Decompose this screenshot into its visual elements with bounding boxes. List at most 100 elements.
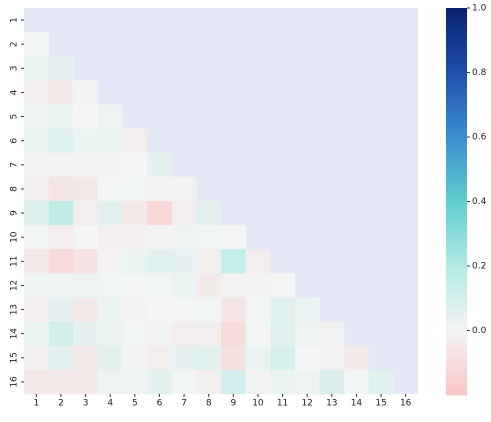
heatmap-cell — [270, 273, 296, 298]
y-tick-label: 16 — [10, 376, 20, 388]
colorbar-slice — [446, 320, 467, 325]
heatmap-cell — [221, 321, 246, 347]
colorbar-slice — [446, 117, 467, 122]
colorbar-slice — [446, 24, 467, 28]
colorbar-slice — [446, 43, 467, 48]
colorbar-slice — [446, 224, 467, 228]
colorbar-slice — [446, 98, 467, 102]
colorbar-slice — [446, 327, 467, 331]
heatmap-cell — [122, 176, 148, 202]
heatmap-cell — [221, 225, 246, 250]
colorbar-slice — [446, 243, 467, 248]
heatmap-cell — [319, 321, 345, 347]
y-tick-label: 3 — [10, 65, 20, 71]
colorbar-slice — [446, 69, 467, 73]
heatmap-cell — [245, 273, 271, 298]
colorbar-slice — [446, 85, 467, 90]
heatmap-cell — [48, 176, 74, 202]
colorbar-slice — [446, 82, 467, 86]
heatmap-cell — [196, 249, 222, 274]
heatmap-cell — [24, 249, 49, 274]
colorbar-slice — [446, 385, 467, 389]
y-tick-label: 1 — [10, 17, 20, 23]
heatmap-cell — [245, 297, 271, 322]
heatmap-cell — [319, 369, 345, 395]
colorbar-slice — [446, 307, 467, 312]
heatmap-cell — [48, 321, 74, 347]
heatmap-cell — [48, 152, 74, 178]
heatmap-cell — [294, 369, 320, 395]
colorbar-slice — [446, 372, 467, 377]
x-tick-label: 14 — [351, 399, 363, 409]
colorbar-slice — [446, 33, 467, 38]
heatmap-cell — [245, 321, 271, 347]
heatmap-cell — [270, 297, 296, 322]
heatmap-cell — [48, 201, 74, 226]
colorbar-slice — [446, 359, 467, 364]
colorbar-slice — [446, 382, 467, 386]
heatmap-cell — [97, 345, 123, 371]
colorbar-slice — [446, 317, 467, 322]
heatmap-cell — [97, 249, 123, 274]
colorbar-slice — [446, 262, 467, 267]
colorbar-slice — [446, 343, 467, 348]
heatmap-cell — [221, 297, 246, 322]
colorbar-slice — [446, 49, 467, 54]
colorbar-slice — [446, 20, 467, 25]
colorbar-slice — [446, 46, 467, 51]
heatmap-cell — [171, 369, 197, 395]
heatmap-cell — [122, 249, 148, 274]
colorbar-slice — [446, 356, 467, 360]
heatmap-cell — [73, 249, 99, 274]
colorbar-slice — [446, 204, 467, 209]
colorbar-slice — [446, 259, 467, 264]
heatmap-cell — [97, 104, 123, 129]
heatmap-cell — [73, 152, 99, 178]
colorbar-slice — [446, 256, 467, 260]
colorbar-slice — [446, 288, 467, 293]
heatmap-cell — [48, 56, 74, 81]
heatmap-cell — [24, 32, 49, 57]
colorbar-tick-label: 1.0 — [472, 4, 487, 14]
colorbar-slice — [446, 107, 467, 112]
y-tick-label: 11 — [10, 256, 20, 267]
heatmap-cell — [73, 176, 99, 202]
colorbar-slice — [446, 295, 467, 299]
y-tick-label: 2 — [10, 41, 20, 47]
y-tick-label: 4 — [10, 89, 20, 95]
colorbar-slice — [446, 249, 467, 254]
x-tick-label: 3 — [83, 399, 89, 409]
heatmap-cell — [196, 273, 222, 298]
colorbar-slice — [446, 182, 467, 186]
colorbar-slice — [446, 330, 467, 335]
x-tick-label: 6 — [157, 399, 163, 409]
colorbar-slice — [446, 14, 467, 19]
colorbar-slice — [446, 156, 467, 160]
colorbar-slice — [446, 88, 467, 93]
heatmap-cell — [73, 201, 99, 226]
colorbar-slice — [446, 391, 467, 396]
colorbar-tick-label: 0.8 — [472, 68, 487, 78]
heatmap-cell — [147, 321, 173, 347]
heatmap-cell — [196, 297, 222, 322]
colorbar-slice — [446, 62, 467, 67]
colorbar-slice — [446, 40, 467, 44]
heatmap-cell — [171, 249, 197, 274]
colorbar-slice — [446, 353, 467, 357]
heatmap-cell — [147, 369, 173, 395]
colorbar-slice — [446, 311, 467, 315]
colorbar-slice — [446, 30, 467, 35]
colorbar-slice — [446, 201, 467, 206]
y-tick-label: 8 — [10, 186, 20, 192]
colorbar-slice — [446, 11, 467, 15]
colorbar-slice — [446, 185, 467, 189]
colorbar-slice — [446, 37, 467, 41]
heatmap-cell — [196, 345, 222, 371]
x-tick-label: 4 — [107, 399, 113, 409]
x-tick-label: 1 — [33, 399, 39, 409]
colorbar-slice — [446, 365, 467, 370]
colorbar-slice — [446, 198, 467, 202]
colorbar-slice — [446, 340, 467, 344]
colorbar-slice — [446, 78, 467, 83]
colorbar-slice — [446, 375, 467, 380]
